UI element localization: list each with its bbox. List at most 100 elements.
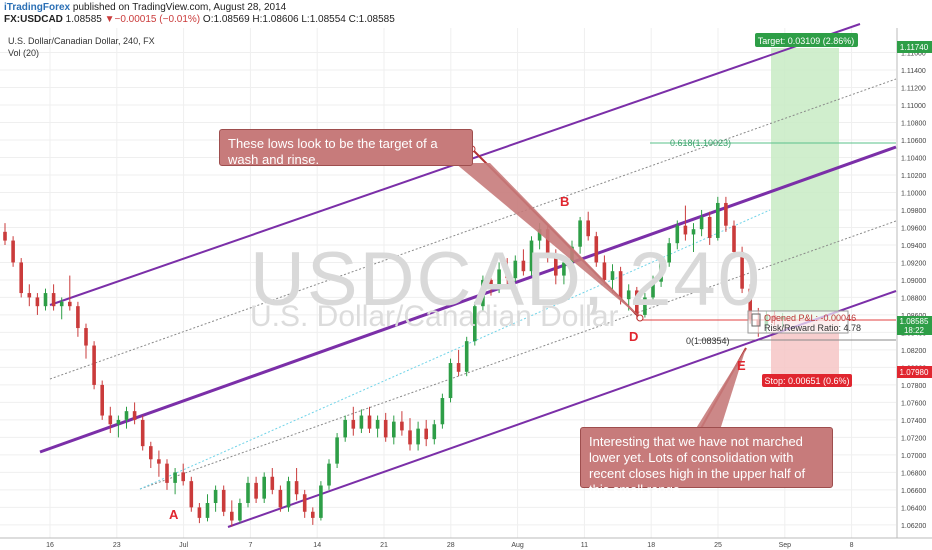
candle-body bbox=[11, 240, 15, 263]
stop-label-box bbox=[762, 374, 852, 387]
candle-body bbox=[19, 262, 23, 294]
volume-label[interactable]: Vol (20) bbox=[8, 48, 40, 58]
chart-header: iTradingForex published on TradingView.c… bbox=[0, 0, 932, 28]
candle-body bbox=[416, 428, 420, 445]
callout-arrows bbox=[455, 145, 747, 431]
open-value: 1.08569 bbox=[213, 14, 250, 25]
candle-body bbox=[497, 269, 501, 289]
candle-body bbox=[319, 485, 323, 518]
fib-lower-label: 0(1.08354) bbox=[686, 336, 730, 346]
candle-body bbox=[270, 476, 275, 490]
candle-body bbox=[27, 293, 32, 298]
pl-box bbox=[747, 310, 849, 334]
x-tick-label: Aug bbox=[511, 542, 524, 549]
y-tick-label: 1.08800 bbox=[901, 295, 926, 302]
callout-wash-and-rinse[interactable]: These lows look to be the target of a wa… bbox=[219, 129, 473, 167]
y-tick-label: 1.06400 bbox=[901, 505, 926, 512]
candle-body bbox=[400, 421, 404, 431]
point-a-label: A bbox=[169, 507, 179, 522]
candle-body bbox=[651, 281, 655, 298]
candle-body bbox=[343, 419, 347, 438]
target-zone bbox=[771, 48, 839, 320]
candle-body bbox=[626, 290, 631, 300]
candle-body bbox=[481, 279, 485, 307]
y-tick-label: 1.09000 bbox=[901, 278, 926, 285]
price-tags: 1.11740 1.08585 18:22 1.07980 bbox=[897, 41, 932, 378]
candle-body bbox=[302, 494, 307, 512]
candle-body bbox=[294, 481, 299, 495]
candle-body bbox=[68, 301, 72, 307]
candle-body bbox=[197, 507, 202, 518]
candle-body bbox=[732, 225, 736, 252]
symbol-label[interactable]: FX:USDCAD bbox=[4, 14, 63, 25]
candle-body bbox=[246, 482, 250, 504]
y-tick-label: 1.09800 bbox=[901, 208, 926, 215]
x-tick-label: 23 bbox=[113, 542, 121, 549]
y-tick-label: 1.07400 bbox=[901, 418, 926, 425]
y-tick-label: 1.10200 bbox=[901, 173, 926, 180]
last-price-text: 1.08585 bbox=[900, 317, 929, 326]
candle-body bbox=[691, 229, 696, 235]
y-tick-label: 1.07800 bbox=[901, 383, 926, 390]
candle-body bbox=[505, 269, 509, 279]
y-tick-label: 1.09200 bbox=[901, 260, 926, 267]
stop-label: Stop: 0.00651 (0.6%) bbox=[764, 376, 849, 386]
countdown-text: 18:22 bbox=[904, 326, 925, 335]
candle-body bbox=[132, 411, 137, 420]
candle-body bbox=[489, 279, 493, 289]
candle-body bbox=[683, 225, 688, 235]
candle-body bbox=[76, 306, 80, 329]
candle-body bbox=[618, 271, 623, 300]
high-label: H: bbox=[252, 14, 263, 25]
y-tick-label: 1.11000 bbox=[901, 103, 926, 110]
candle-body bbox=[440, 398, 445, 425]
fib-upper-label: 0.618(1.10023) bbox=[670, 138, 731, 148]
x-tick-label: 7 bbox=[248, 542, 252, 549]
y-tick-label: 1.11600 bbox=[901, 50, 926, 57]
candle-body bbox=[100, 384, 104, 416]
entry-handle[interactable] bbox=[751, 313, 761, 327]
candle-body bbox=[221, 489, 226, 512]
publisher-name[interactable]: iTradingForex bbox=[4, 2, 71, 13]
stop-price-tag bbox=[897, 366, 932, 378]
candle-body bbox=[594, 236, 599, 263]
y-tick-label: 1.11200 bbox=[901, 85, 926, 92]
point-d-label: D bbox=[629, 329, 639, 344]
candle-body bbox=[424, 428, 428, 440]
candle-body bbox=[92, 345, 96, 385]
candle-body bbox=[699, 216, 704, 230]
y-tick-label: 1.07600 bbox=[901, 400, 926, 407]
close-value: 1.08585 bbox=[358, 14, 395, 25]
candle-body bbox=[124, 411, 129, 420]
candle-body bbox=[189, 481, 194, 508]
y-tick-label: 1.06200 bbox=[901, 523, 926, 530]
candle-body bbox=[278, 489, 283, 508]
candle-body bbox=[43, 293, 48, 307]
time-axis[interactable]: 16 23 Jul 7 14 21 28 Aug 11 18 25 Sep 8 bbox=[46, 542, 854, 549]
candle-body bbox=[586, 220, 590, 237]
candle-body bbox=[165, 463, 169, 483]
candle-body bbox=[675, 225, 680, 244]
candle-body bbox=[740, 251, 744, 289]
x-tick-label: 16 bbox=[46, 542, 54, 549]
risk-reward-label: Risk/Reward Ratio: 4.78 bbox=[764, 323, 861, 333]
y-tick-label: 1.07200 bbox=[901, 435, 926, 442]
publisher-line: iTradingForex published on TradingView.c… bbox=[4, 2, 286, 13]
low-value: 1.08554 bbox=[309, 14, 346, 25]
candle-body bbox=[181, 472, 185, 482]
callout-consolidation[interactable]: Interesting that we have not marched low… bbox=[580, 427, 833, 497]
candle-body bbox=[35, 297, 40, 307]
high-value: 1.08606 bbox=[262, 14, 299, 25]
time-axis-bg bbox=[0, 538, 932, 550]
y-tick-label: 1.06800 bbox=[901, 470, 926, 477]
candle-body bbox=[108, 415, 113, 425]
y-tick-label: 1.09600 bbox=[901, 225, 926, 232]
candle-body bbox=[529, 240, 534, 272]
candle-body bbox=[51, 293, 56, 307]
candle-body bbox=[238, 503, 242, 521]
candle-body bbox=[262, 476, 266, 499]
position-tool[interactable]: Target: 0.03109 (2.86%) Opened P&L: -0.0… bbox=[747, 33, 861, 387]
candle-body bbox=[748, 288, 752, 320]
name-watermark: U.S. Dollar/Canadian Dollar bbox=[250, 300, 619, 333]
